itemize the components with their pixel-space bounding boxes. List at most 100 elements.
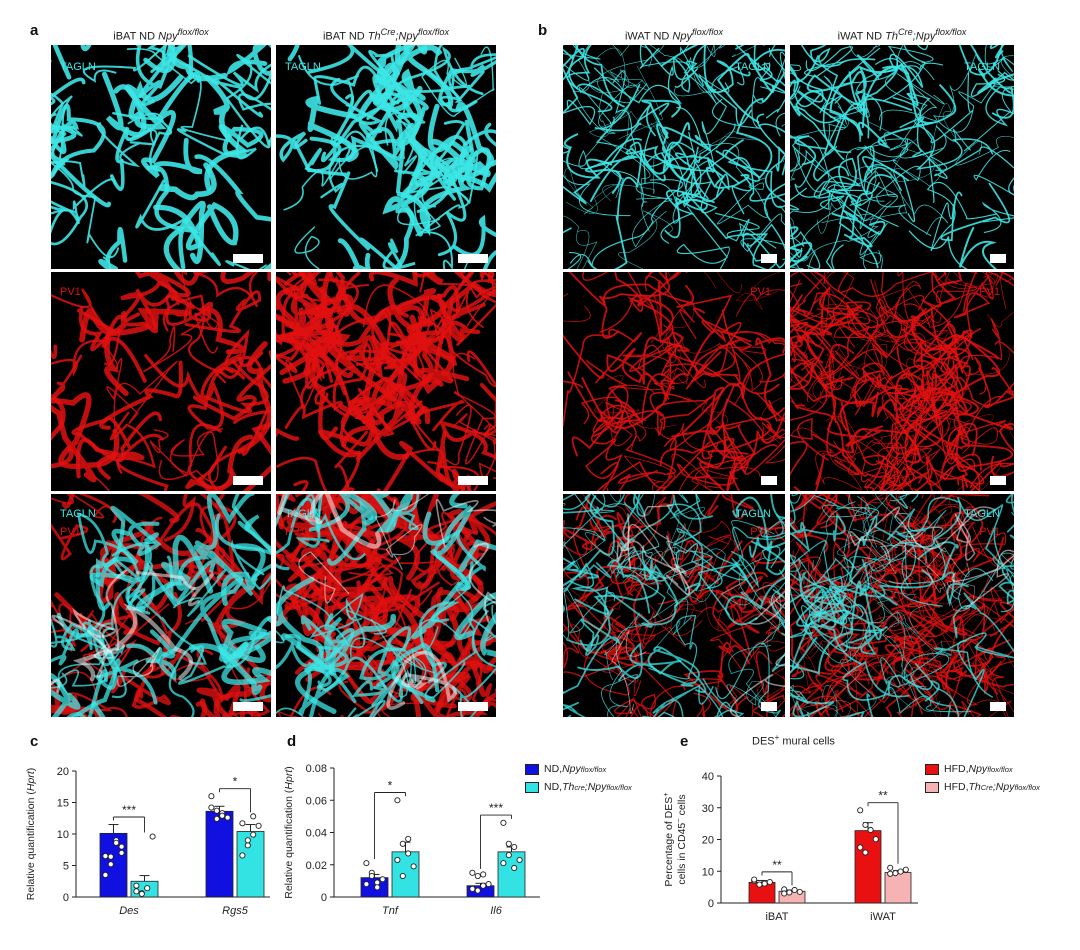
vessel-path <box>569 562 612 588</box>
vessel-path <box>594 83 670 132</box>
vessel-path <box>714 212 777 249</box>
data-point <box>791 886 798 894</box>
bar <box>391 851 420 898</box>
vessel-path <box>891 633 939 698</box>
vessel-path <box>682 191 769 269</box>
y-tick-label: 0.06 <box>306 795 327 807</box>
vessel-path <box>910 640 985 717</box>
vessel-path <box>737 527 785 590</box>
vessel-path <box>674 45 726 97</box>
vessel-path <box>330 77 383 125</box>
vessel-path <box>954 506 997 561</box>
legend-swatch-cyan <box>525 781 539 793</box>
y-tick-label: 0.04 <box>306 828 327 840</box>
vessel-path <box>606 470 659 491</box>
vessel-path <box>564 495 615 592</box>
vessel-path <box>932 327 981 374</box>
vessel-path <box>411 505 474 640</box>
vessel-path <box>790 55 828 117</box>
vessel-path <box>385 494 420 533</box>
vessel-path <box>819 598 885 654</box>
data-point <box>500 860 507 867</box>
vessel-path <box>382 238 416 269</box>
y-tick-label: 10 <box>57 829 69 841</box>
vessel-path <box>199 670 271 717</box>
vessel-path <box>857 557 916 595</box>
vessel-path <box>997 45 1014 81</box>
vessel-path <box>594 375 677 429</box>
vessel-path <box>897 272 932 356</box>
micrograph-image <box>563 494 785 717</box>
vessel-path <box>951 549 1014 609</box>
vessel-path <box>926 181 998 252</box>
significance-stars: * <box>388 779 393 793</box>
vessel-path <box>419 272 494 299</box>
vessel-path <box>563 305 591 322</box>
vessel-path <box>144 354 246 430</box>
micrograph-image <box>51 494 271 717</box>
vessel-path <box>800 557 867 599</box>
legend-d-entry-2: ND, Th cre ;Npy flox/flox <box>525 778 632 796</box>
vessel-path <box>994 341 1014 355</box>
vessel-path <box>51 122 83 137</box>
stain-label-tagln: TAGLN <box>285 61 321 73</box>
vessel-path <box>983 367 1014 409</box>
vessel-path <box>163 200 206 269</box>
vessel-path <box>809 674 878 717</box>
vessel-path <box>960 318 1003 395</box>
vessel-path <box>670 539 753 658</box>
vessel-path <box>848 66 957 124</box>
stain-label-pv1: PV1 <box>285 526 306 538</box>
scale-bar <box>233 254 263 263</box>
vessel-path <box>145 576 244 682</box>
data-point <box>138 890 145 897</box>
vessel-path <box>51 672 81 717</box>
vessel-path <box>276 131 308 163</box>
data-point <box>756 881 763 888</box>
vessel-path <box>790 134 828 166</box>
vessel-path <box>625 145 693 182</box>
vessel-path <box>574 494 630 571</box>
vessel-path <box>649 678 723 717</box>
vessel-path <box>844 174 892 248</box>
data-point <box>781 890 788 897</box>
vessel-path <box>642 685 701 717</box>
stain-label-pv1: PV1 <box>979 286 1000 298</box>
vessel-path <box>790 105 849 181</box>
vessel-path <box>563 293 569 297</box>
vessel-path <box>421 46 495 117</box>
vessel-path <box>51 678 61 694</box>
vessel-path <box>276 272 328 342</box>
vessel-path <box>641 99 712 152</box>
vessel-path <box>225 54 271 149</box>
x-category-label: iBAT <box>765 911 788 923</box>
vessel-path <box>420 660 496 717</box>
vessel-path <box>434 119 491 191</box>
vessel-path <box>567 251 582 269</box>
vessel-path <box>664 189 715 239</box>
vessel-path <box>812 494 856 570</box>
vessel-path <box>158 427 223 483</box>
vessel-path <box>308 494 374 566</box>
vessel-path <box>790 247 808 264</box>
vessel-path <box>700 603 736 624</box>
data-point <box>761 880 768 887</box>
scale-bar <box>458 702 488 711</box>
vessel-path <box>980 602 1014 637</box>
vessel-path <box>790 64 840 124</box>
vessel-path <box>984 660 1014 696</box>
vessel-path <box>648 614 698 680</box>
vessel-path <box>415 290 484 344</box>
vessel-path <box>806 67 867 129</box>
vessel-path <box>825 224 844 269</box>
vessel-path <box>595 70 636 157</box>
vessel-path <box>835 532 918 592</box>
vessel-path <box>606 559 661 614</box>
y-tick-label: 5 <box>63 861 69 873</box>
vessel-path <box>51 161 116 224</box>
vessel-path <box>944 581 975 612</box>
vessel-path <box>955 136 1014 166</box>
vessel-path <box>698 505 731 551</box>
panel-label-c: c <box>30 733 39 750</box>
stain-label-tagln: TAGLN <box>964 508 1000 520</box>
